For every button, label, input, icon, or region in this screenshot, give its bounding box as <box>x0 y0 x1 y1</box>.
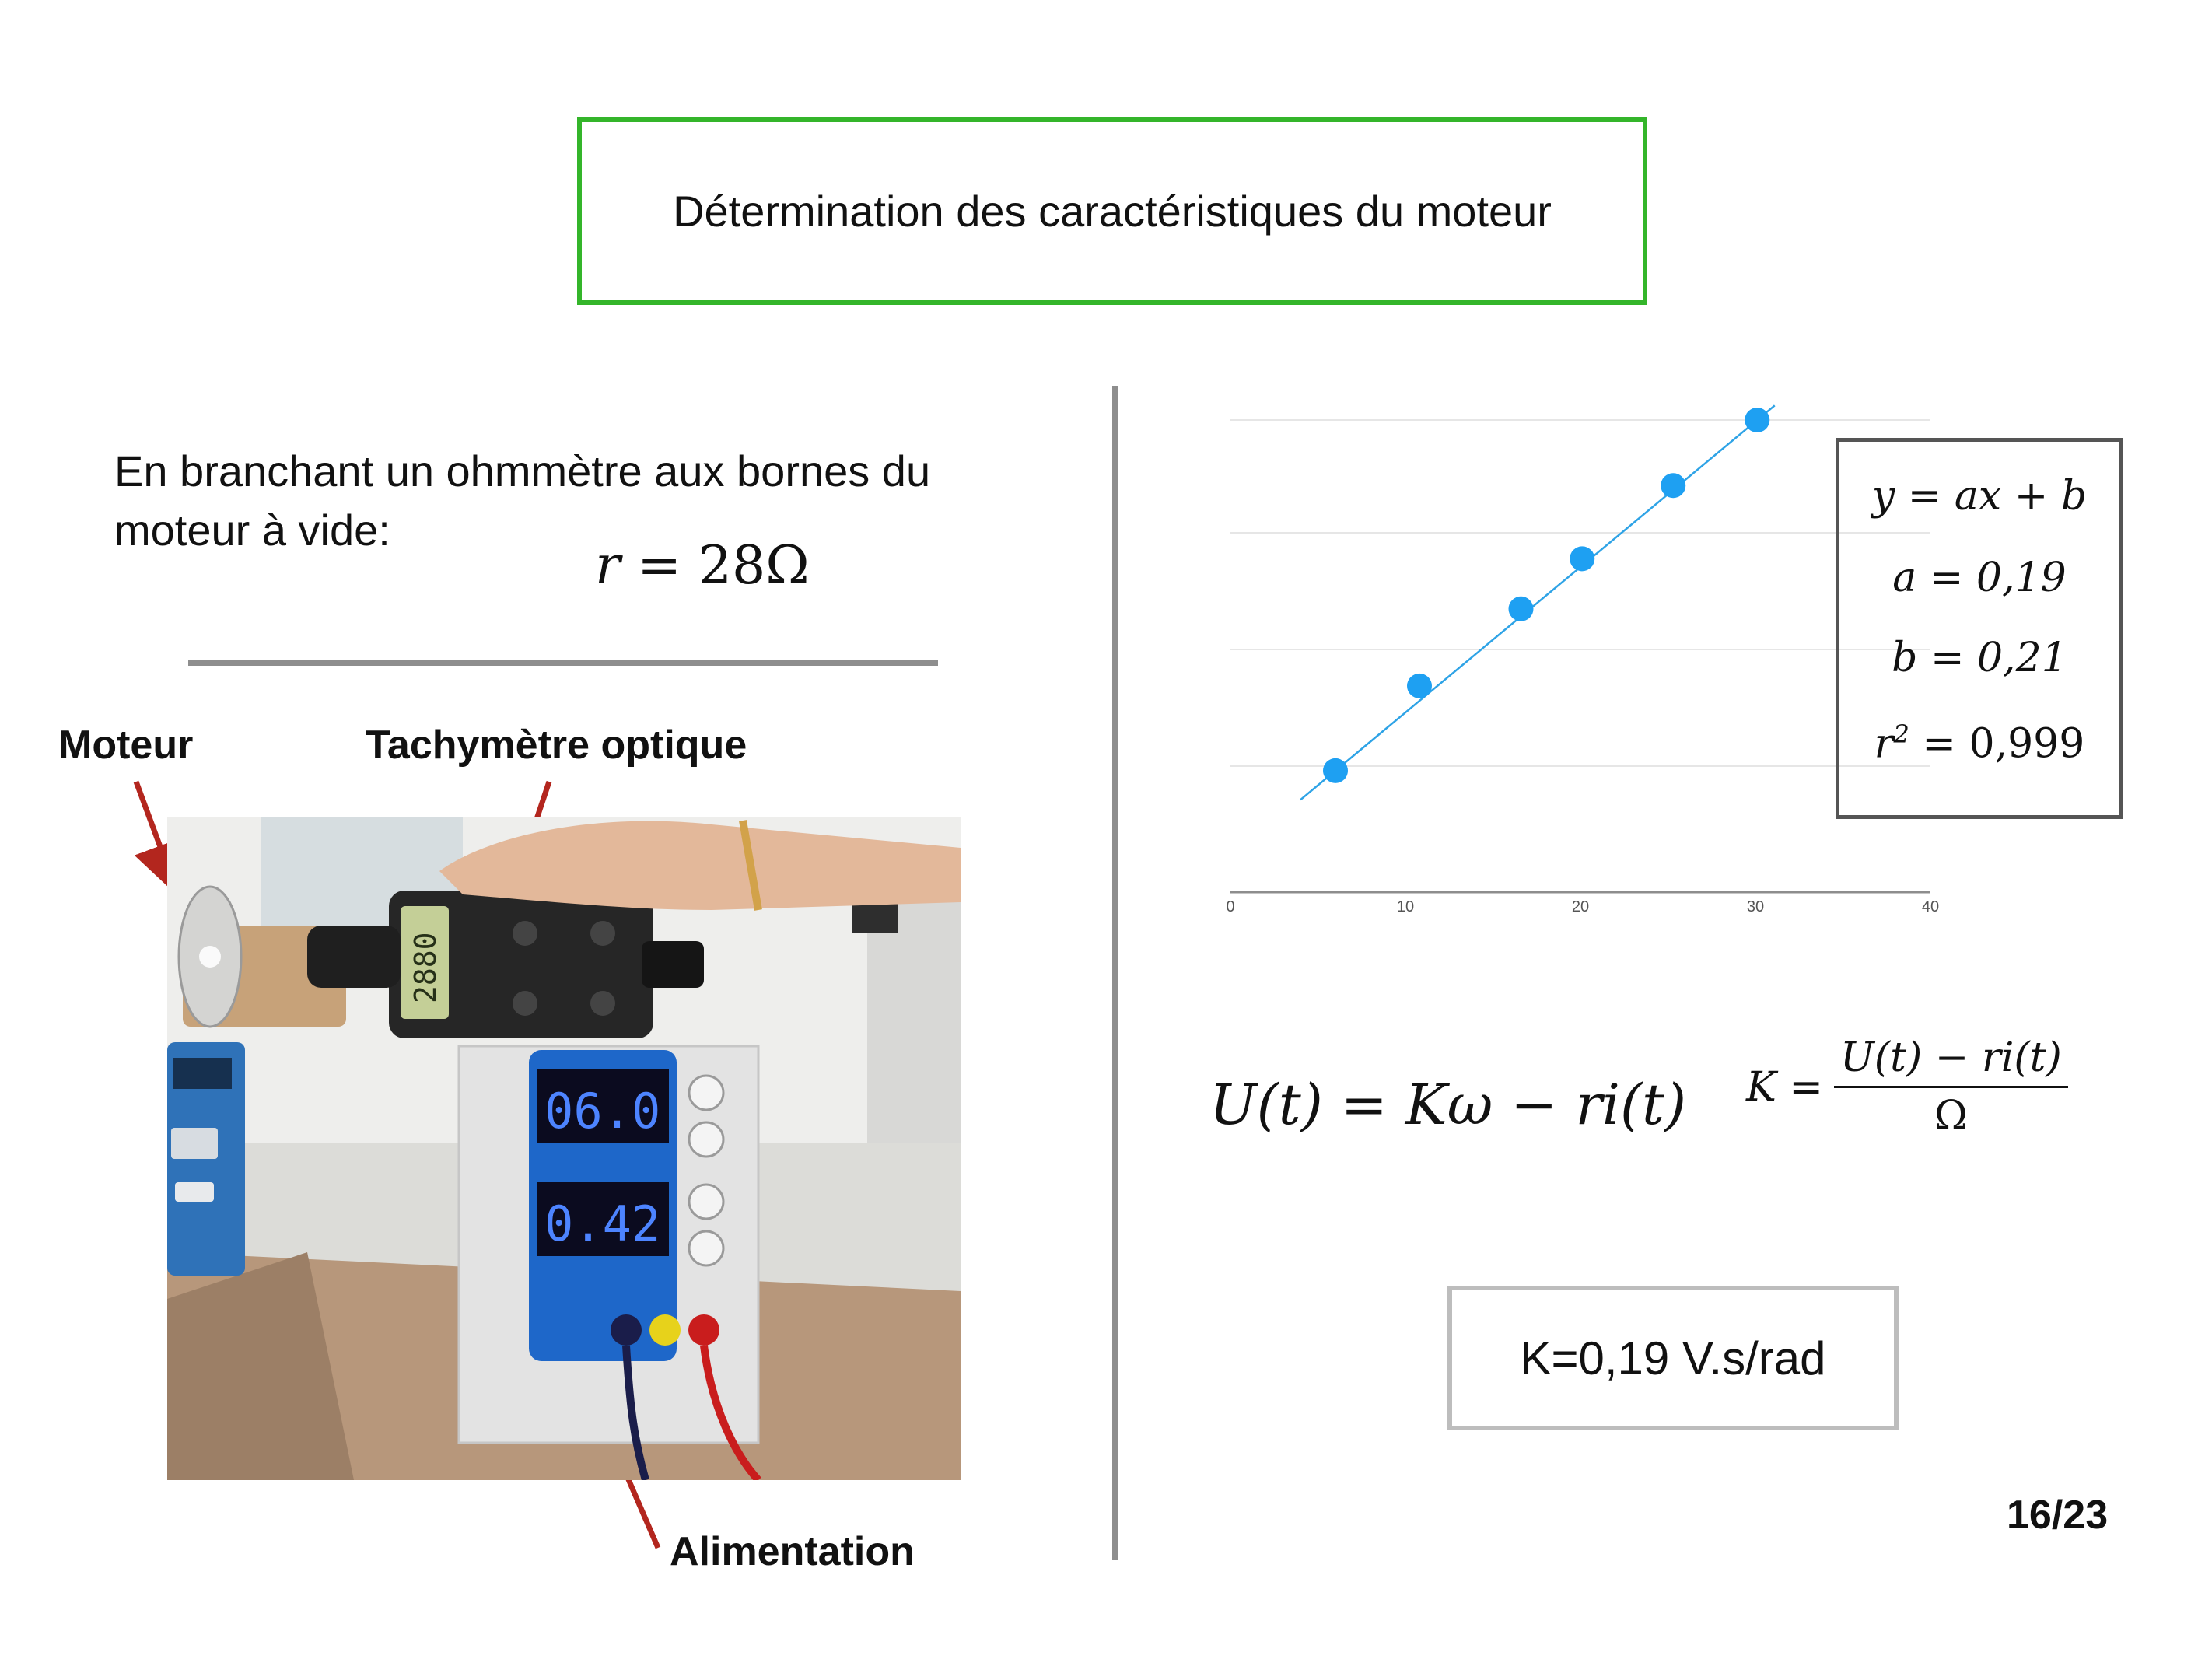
tachometer-readout: 2880 <box>408 932 443 1003</box>
motor-illustration <box>177 885 346 1028</box>
r2-value: = 0,999 <box>1909 720 2085 768</box>
k-formula-denominator: Ω <box>1934 1093 1968 1139</box>
chart-point <box>1407 673 1432 698</box>
chart-points <box>1323 408 1770 783</box>
regression-r2: r2 = 0,999 <box>1839 719 2119 767</box>
blue-instrument <box>167 1042 245 1276</box>
motor-equation: U(t) = Kω − ri(t) <box>1209 1072 1687 1137</box>
result-box: K=0,19 V.s/rad <box>1447 1286 1899 1430</box>
page-number: 16/23 <box>2007 1493 2109 1538</box>
slide-title: Détermination des caractéristiques du mo… <box>673 187 1552 236</box>
tachometer-device: 2880 <box>307 891 704 1038</box>
resistance-symbol: r <box>595 535 621 597</box>
current-readout: 0.42 <box>544 1195 660 1252</box>
resistance-value: 28Ω <box>698 535 810 597</box>
chart-point <box>1661 473 1686 499</box>
label-motor: Moteur <box>58 723 194 768</box>
x-tick-label: 30 <box>1747 898 1764 915</box>
fraction-bar <box>1833 1086 2068 1088</box>
section-separator <box>188 660 938 666</box>
hand-illustration <box>439 820 961 911</box>
chart-point <box>1570 546 1595 572</box>
x-tick-label: 20 <box>1572 898 1589 915</box>
chart-point <box>1745 408 1770 432</box>
lab-photo: 2880 06.0 0.42 <box>167 817 961 1480</box>
k-formula: K = U(t) − ri(t) Ω <box>1746 1034 2068 1139</box>
chart-x-tick-labels: 0 10 20 30 40 <box>1226 898 1939 915</box>
chart-gridlines <box>1230 419 1930 767</box>
chart-trendline <box>1300 404 1776 801</box>
x-tick-label: 0 <box>1226 898 1234 915</box>
label-tachometer: Tachymètre optique <box>366 723 747 768</box>
label-power-supply: Alimentation <box>670 1529 915 1574</box>
resistance-formula: r = 28Ω <box>595 535 810 597</box>
chart-point <box>1323 758 1348 783</box>
chart-point <box>1508 596 1534 621</box>
power-supply-illustration: 06.0 0.42 <box>457 1045 761 1480</box>
calibration-chart: 0 10 20 30 40 <box>1226 404 1939 915</box>
title-box: Détermination des caractéristiques du mo… <box>577 117 1647 305</box>
voltage-readout: 06.0 <box>544 1083 660 1139</box>
k-formula-numerator: U(t) − ri(t) <box>1839 1034 2062 1081</box>
x-tick-label: 40 <box>1922 898 1939 915</box>
intro-text: En branchant un ohmmètre aux bornes du m… <box>114 446 931 555</box>
result-text: K=0,19 V.s/rad <box>1520 1332 1826 1384</box>
r2-exponent: 2 <box>1893 719 1909 749</box>
k-formula-lhs: K = <box>1746 1063 1823 1111</box>
regression-box: y = ax + b a = 0,19 b = 0,21 r2 = 0,999 <box>1836 438 2123 819</box>
r2-label: r <box>1874 720 1894 768</box>
regression-slope: a = 0,19 <box>1892 555 2067 601</box>
regression-equation: y = ax + b <box>1871 473 2088 520</box>
column-divider <box>1112 386 1118 1560</box>
regression-intercept: b = 0,21 <box>1892 635 2067 681</box>
x-tick-label: 10 <box>1397 898 1414 915</box>
